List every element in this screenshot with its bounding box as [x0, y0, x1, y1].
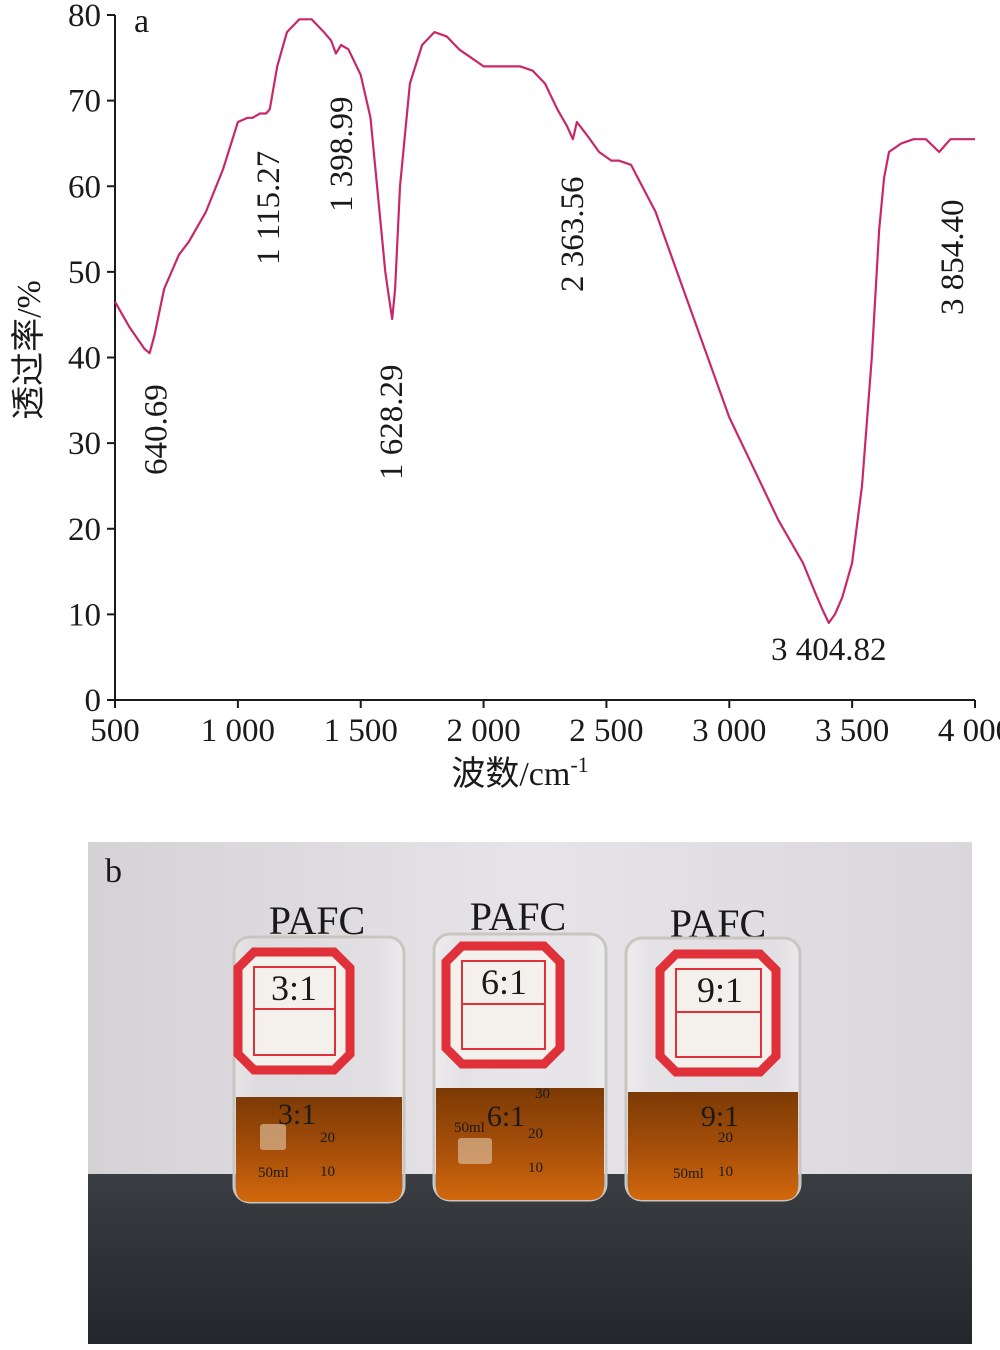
y-tick-label: 20	[68, 512, 101, 548]
graduation-50ml: 50ml	[454, 1120, 485, 1136]
y-tick-label: 0	[85, 683, 102, 719]
series-transmittance-line	[114, 18, 975, 624]
beaker-title: PAFC	[470, 894, 566, 939]
liquid-ratio-text: 6:1	[487, 1100, 525, 1133]
beaker-liquid	[628, 1092, 798, 1200]
liquid-ratio-text: 3:1	[278, 1098, 316, 1131]
y-tick-label: 40	[68, 341, 101, 377]
beaker-frosted-patch	[260, 1124, 286, 1150]
x-axis-title: 波数/cm-1	[451, 752, 588, 793]
beaker-liquid	[436, 1088, 604, 1200]
x-axis-title-sup: -1	[570, 752, 588, 777]
chart-ticks: 500 1 000 1 500 2 000 2 500 3 000 3 500 4 000 0 1…	[68, 0, 1000, 749]
peak-annotation-label: 2 363.56	[555, 177, 591, 293]
graduation-10: 10	[718, 1164, 733, 1180]
photo-bench	[88, 1174, 972, 1344]
beaker-frosted-patch	[458, 1138, 492, 1164]
x-tick-label: 2 500	[569, 713, 643, 749]
peak-annotation-label: 1 115.27	[251, 151, 287, 265]
x-tick-label: 500	[90, 713, 140, 749]
graduation-10: 10	[320, 1164, 335, 1180]
beaker-6-1: PAFC 20 10 50ml 30 6:1 6:1	[432, 894, 608, 1202]
graduation-20: 20	[320, 1130, 335, 1146]
x-tick-label: 2 000	[446, 713, 520, 749]
peak-annotation-label: 3 404.82	[771, 632, 887, 668]
panel-label-a: a	[134, 3, 149, 40]
peak-annotation-label: 1 398.99	[324, 97, 360, 213]
beaker-label	[233, 947, 355, 1075]
y-tick-label: 30	[68, 426, 101, 462]
y-axis-title: 透过率/%	[10, 280, 48, 420]
beaker-3-1: PAFC 20 10 50ml 3:1 3:1	[232, 898, 406, 1204]
label-ratio-text: 6:1	[481, 962, 527, 1002]
ir-spectrum-chart: a 500 1 000 1 500 2 000 2 500 3 000 3 500 4 00 0…	[10, 0, 1000, 793]
x-tick-label: 3 000	[692, 713, 766, 749]
x-tick-label: 1 000	[201, 713, 275, 749]
y-tick-label: 60	[68, 169, 101, 205]
chart-axes	[114, 15, 975, 701]
graduation-50ml: 50ml	[258, 1165, 289, 1181]
graduation-30: 30	[535, 1086, 550, 1102]
x-tick-label: 4 000	[938, 713, 1000, 749]
y-tick-label: 10	[68, 597, 101, 633]
x-tick-label: 3 500	[815, 713, 889, 749]
peak-annotation-label: 1 628.29	[374, 365, 410, 480]
y-tick-label: 70	[68, 84, 101, 120]
label-ratio-text: 9:1	[697, 970, 743, 1010]
graduation-20: 20	[528, 1126, 543, 1142]
peak-annotations: 640.69 1 115.27 1 398.99 1 628.29 2 363.56 3 …	[139, 97, 972, 669]
graduation-50ml: 50ml	[673, 1166, 704, 1182]
beaker-label-inner-border	[253, 966, 336, 1056]
x-tick-label: 1 500	[324, 713, 398, 749]
y-tick-label: 50	[68, 255, 101, 291]
panel-label-b: b	[105, 853, 122, 890]
x-axis-title-main: 波数/cm	[451, 755, 570, 793]
beaker-liquid	[236, 1097, 402, 1202]
peak-annotation-label: 3 854.40	[935, 200, 971, 316]
graduation-20: 20	[718, 1130, 733, 1146]
beakers-photo: b PAFC 20 10 50ml 3:1 3:1 PAFC 20 10 50m…	[88, 842, 972, 1344]
graduation-10: 10	[528, 1160, 543, 1176]
label-ratio-text: 3:1	[271, 968, 317, 1008]
y-tick-label: 80	[68, 0, 101, 34]
beaker-9-1: PAFC 20 10 50ml 9:1 9:1	[624, 901, 802, 1202]
liquid-ratio-text: 9:1	[701, 1100, 739, 1133]
peak-annotation-label: 640.69	[139, 384, 175, 475]
